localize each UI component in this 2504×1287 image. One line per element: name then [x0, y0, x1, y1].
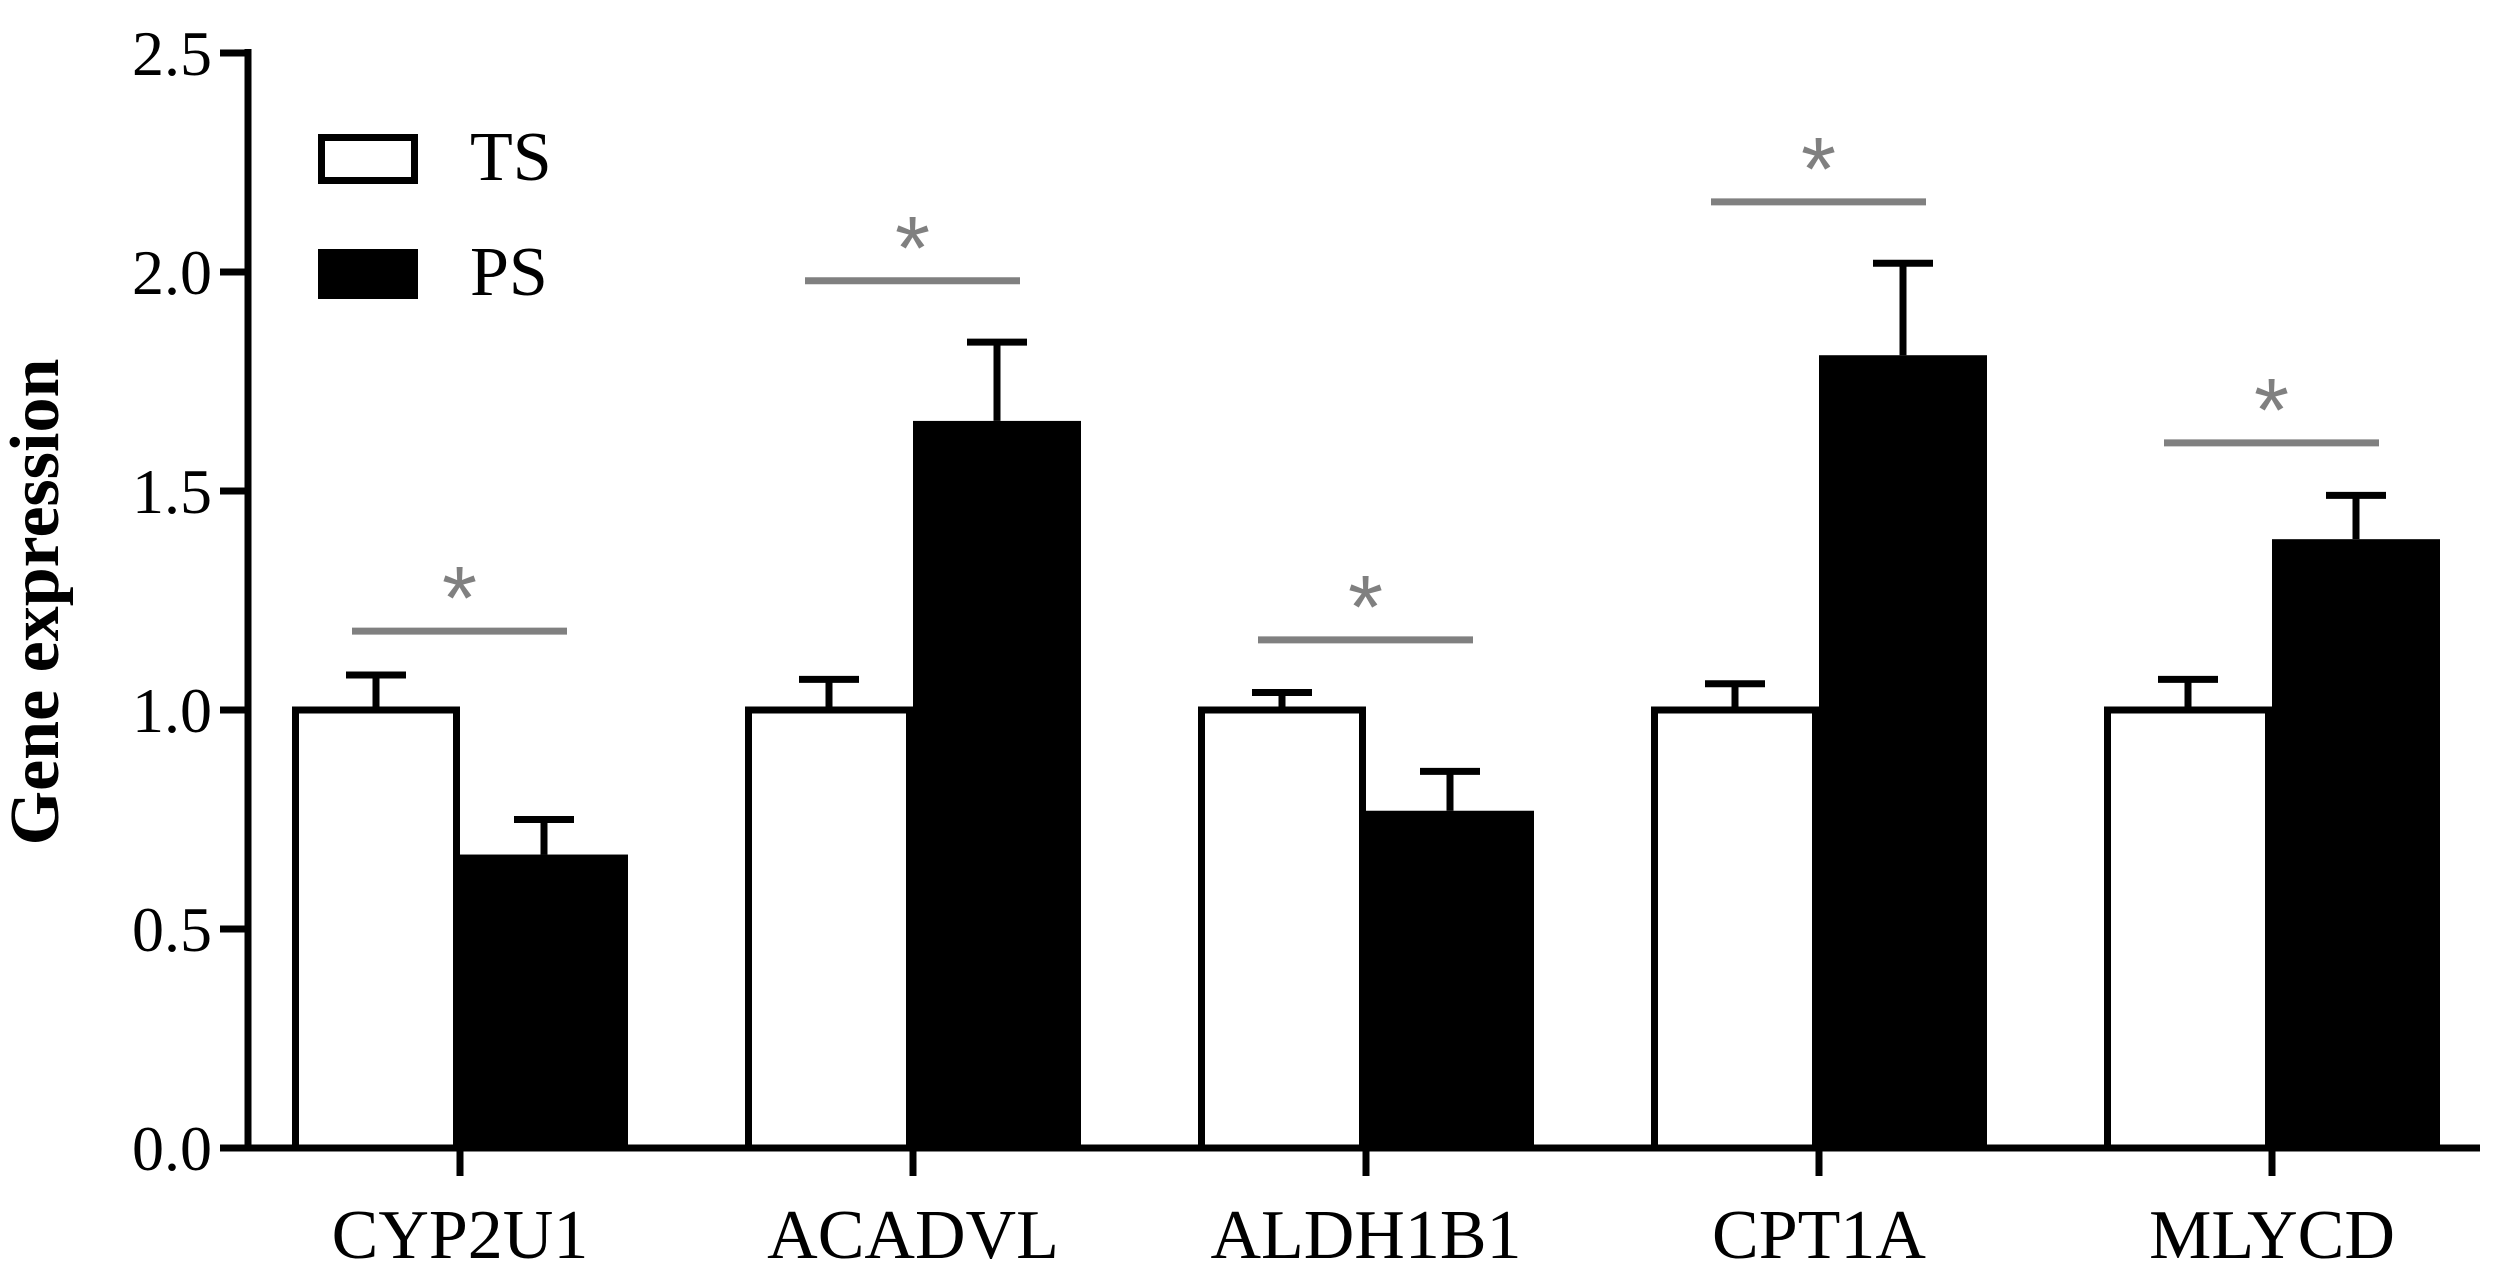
y-tick-label-2.0: 2.0 — [132, 237, 212, 308]
bar-ts-acadvl — [745, 706, 913, 1152]
legend: TS PS — [318, 119, 552, 311]
legend-label-ts: TS — [470, 119, 552, 196]
x-tick-label-acadvl: ACADVL — [767, 1197, 1059, 1274]
x-tick-label-aldh1b1: ALDH1B1 — [1210, 1197, 1521, 1274]
bars-layer — [292, 355, 2440, 1152]
legend-label-ps: PS — [470, 234, 548, 311]
bar-ts-cyp2u1 — [292, 706, 460, 1152]
y-tick-label-2.5: 2.5 — [132, 18, 212, 89]
bar-ps-acadvl — [913, 420, 1081, 1148]
x-tick-label-mlycd: MLYCD — [2149, 1197, 2395, 1274]
significance-star-cpt1a: * — [1801, 120, 1836, 220]
bar-ps-cyp2u1 — [460, 854, 628, 1148]
y-tick-label-1.0: 1.0 — [132, 675, 212, 746]
y-tick-label-1.5: 1.5 — [132, 456, 212, 527]
bar-ps-mlycd — [2272, 539, 2440, 1148]
error-bars-layer — [346, 259, 2386, 855]
bar-ps-cpt1a — [1819, 355, 1987, 1149]
significance-star-acadvl: * — [895, 199, 930, 299]
y-tick-label-0.0: 0.0 — [132, 1113, 212, 1184]
significance-layer: * * * * * — [352, 120, 2379, 658]
significance-star-cyp2u1: * — [442, 549, 477, 649]
x-tick-label-cpt1a: CPT1A — [1712, 1197, 1926, 1274]
legend-swatch-ts — [318, 134, 418, 184]
bar-ts-mlycd — [2104, 706, 2272, 1152]
bar-ts-aldh1b1 — [1198, 706, 1366, 1152]
significance-star-mlycd: * — [2254, 361, 2289, 461]
x-tick-label-cyp2u1: CYP2U1 — [332, 1197, 589, 1274]
y-axis-label: Gene expression — [0, 359, 74, 846]
bar-ps-aldh1b1 — [1366, 810, 1534, 1148]
significance-star-aldh1b1: * — [1348, 558, 1383, 658]
bar-ts-cpt1a — [1651, 706, 1819, 1152]
axes-layer: CYP2U1 ACADVL ALDH1B1 CPT1A MLYCD 0.0 0.5 1.0 1.… — [132, 18, 2480, 1274]
legend-swatch-ps — [318, 249, 418, 299]
y-tick-label-0.5: 0.5 — [132, 894, 212, 965]
